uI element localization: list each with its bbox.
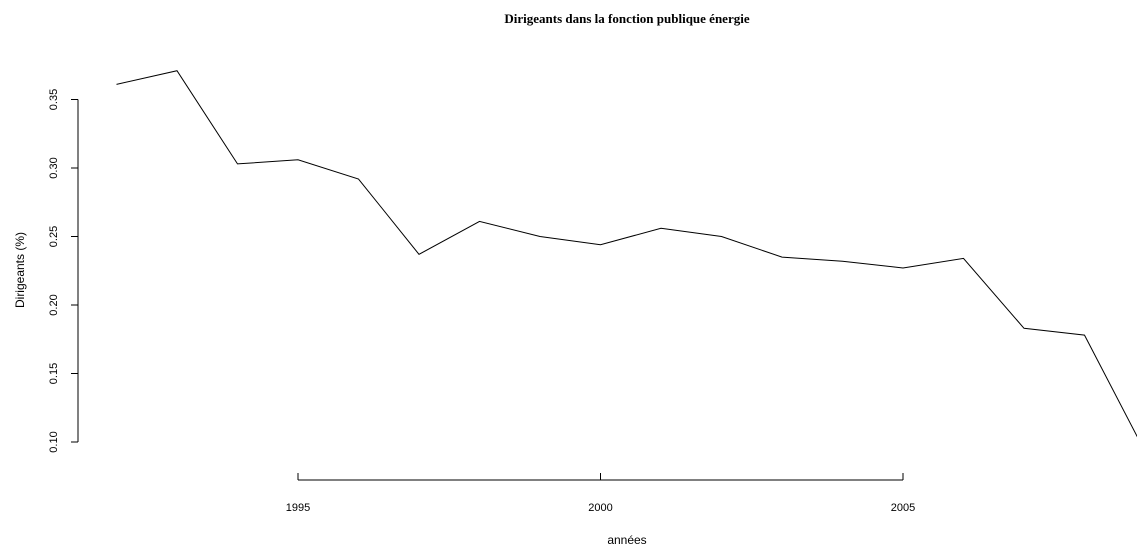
series-line [116, 70, 1137, 438]
x-axis-label: années [607, 533, 646, 547]
y-tick-label: 0.25 [48, 226, 60, 247]
y-tick-label: 0.35 [48, 89, 60, 110]
x-axis: 1995 2000 2005 [286, 473, 915, 514]
chart-title: Dirigeants dans la fonction publique éne… [504, 11, 749, 26]
y-tick-label: 0.20 [48, 294, 60, 315]
x-tick-label: 2005 [891, 502, 915, 514]
y-tick-label: 0.15 [48, 363, 60, 384]
x-tick-label: 1995 [286, 502, 310, 514]
series [116, 70, 1137, 438]
x-tick-label: 2000 [588, 502, 612, 514]
y-axis-label: Dirigeants (%) [13, 232, 27, 308]
y-axis: 0.10 0.15 0.20 0.25 0.30 0.35 [48, 89, 79, 453]
y-tick-label: 0.10 [48, 431, 60, 452]
y-tick-label: 0.30 [48, 157, 60, 178]
